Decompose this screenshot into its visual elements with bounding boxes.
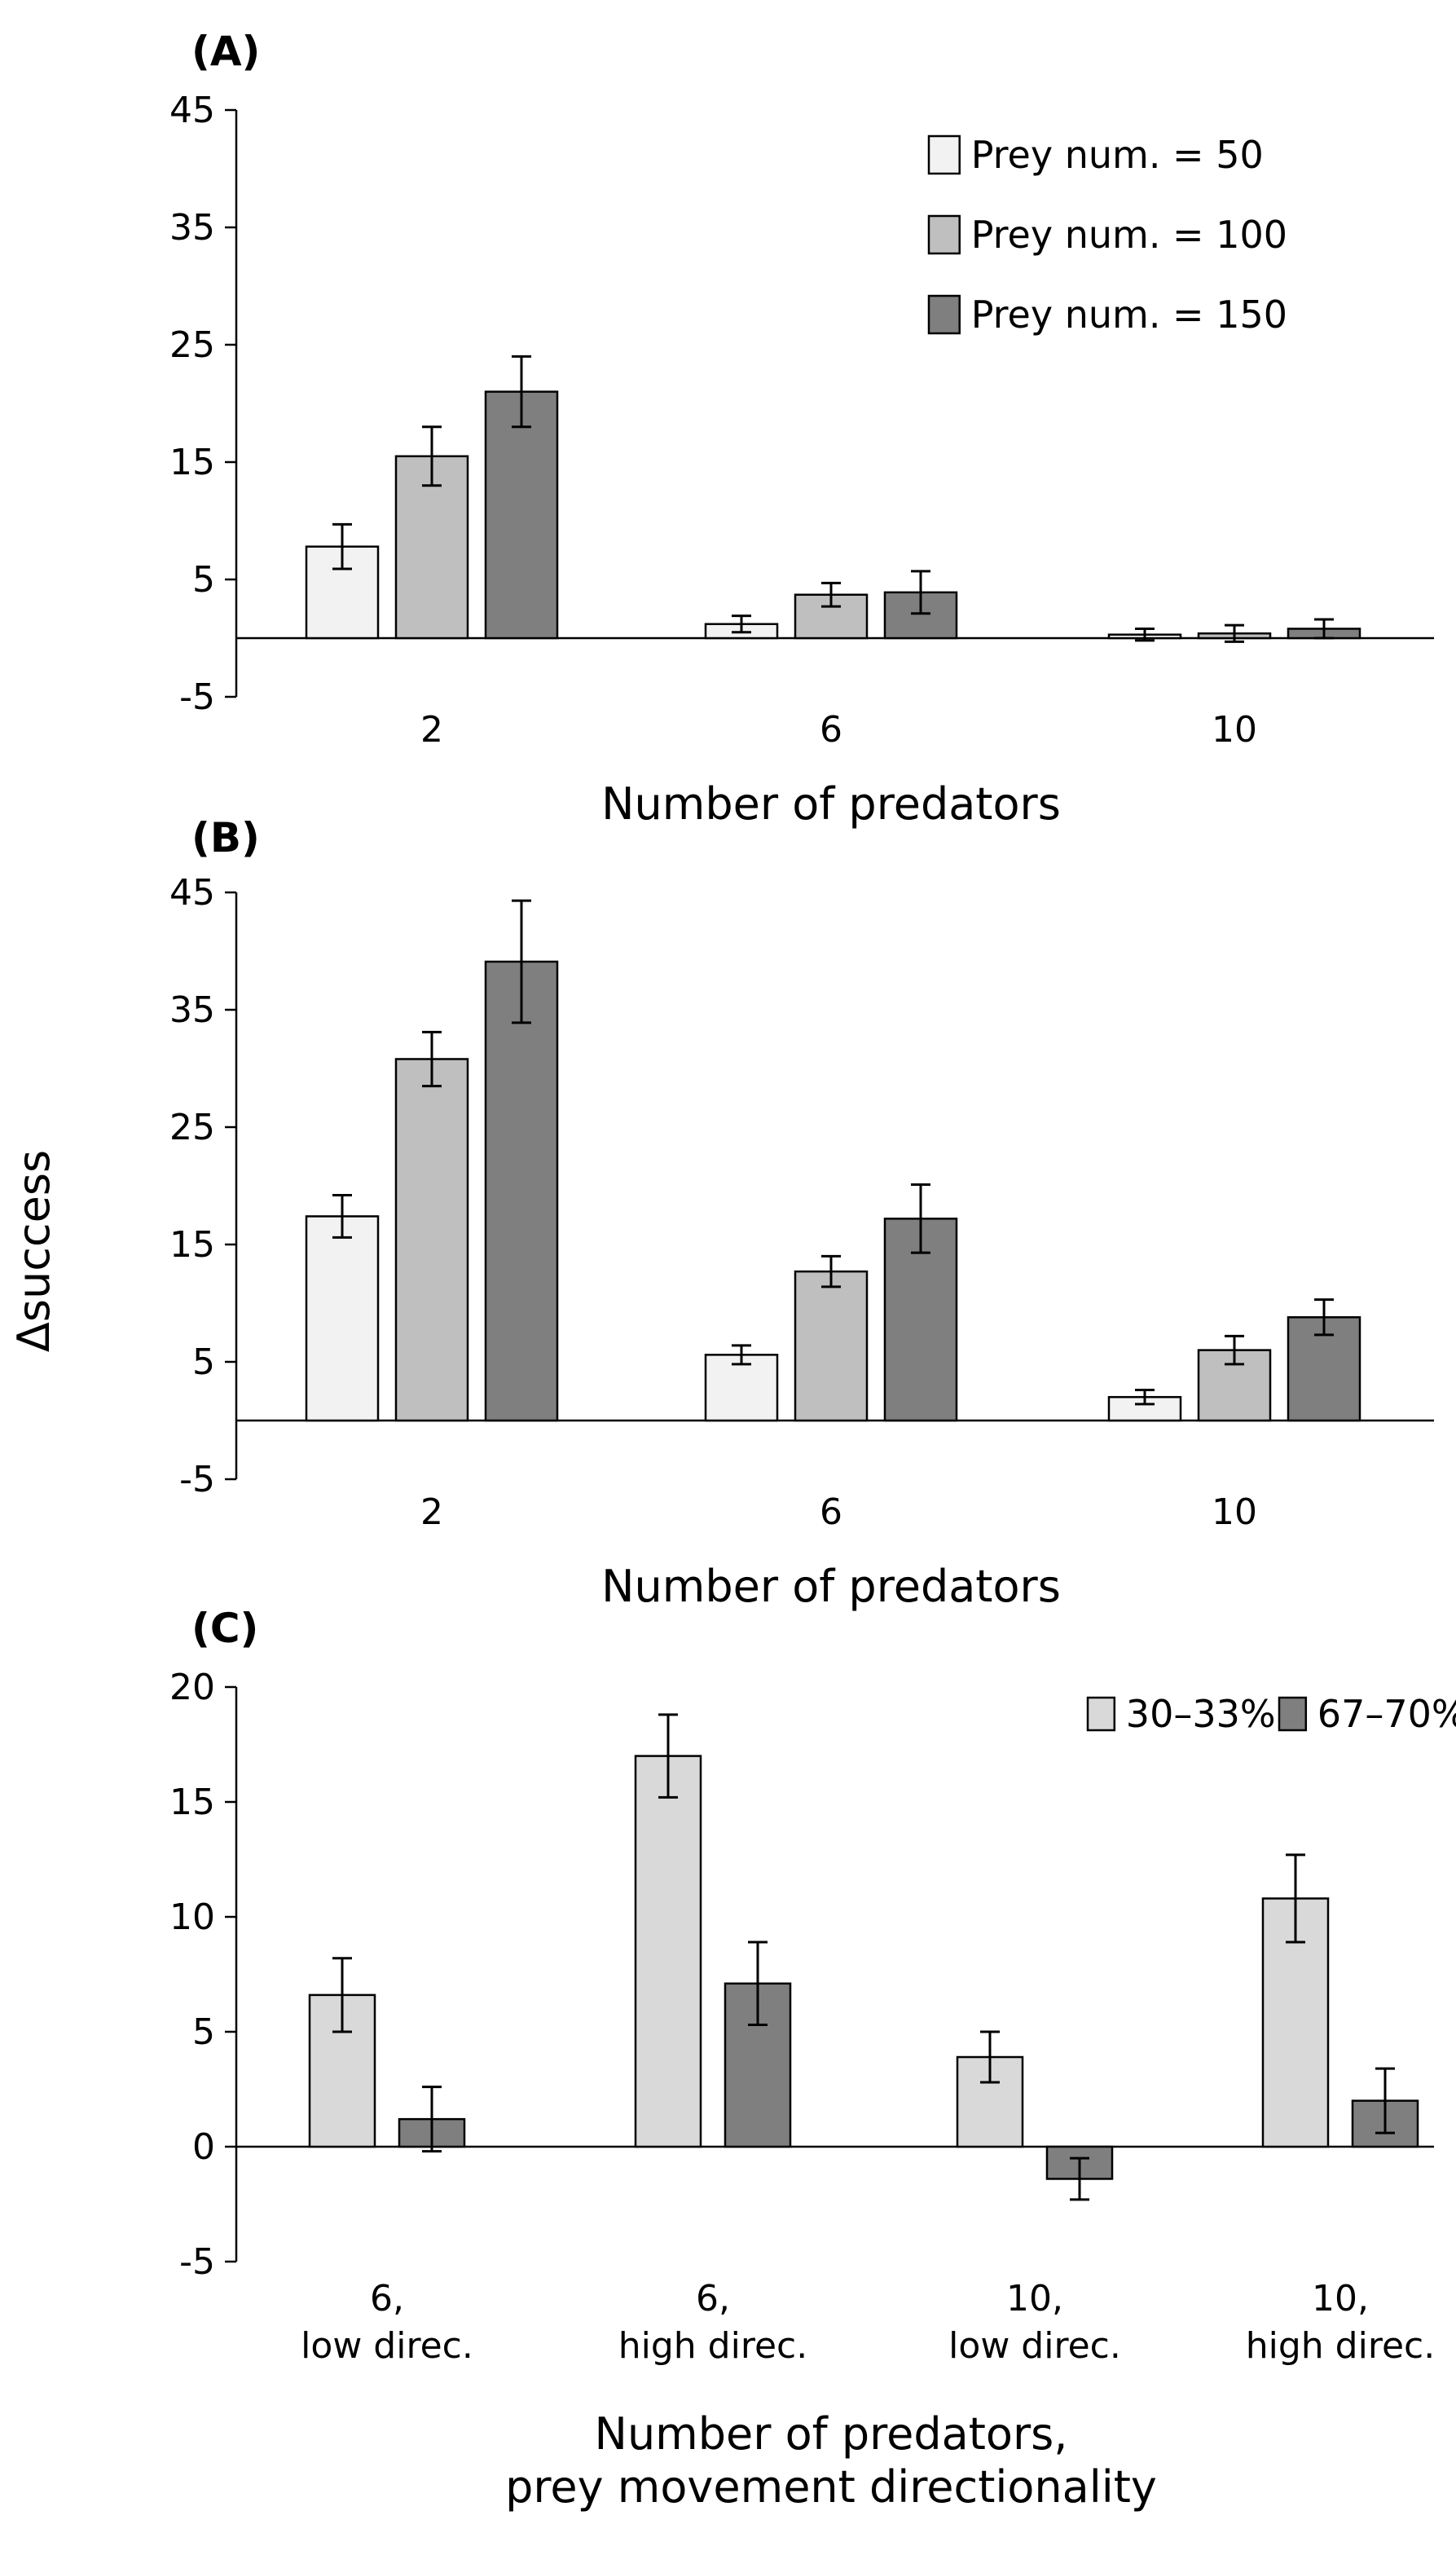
panel-label: (A) <box>191 28 260 75</box>
bar <box>634 1755 702 2148</box>
y-tick-label: 45 <box>169 872 215 914</box>
legend-swatch <box>927 134 961 175</box>
y-tick-label: -5 <box>179 1459 215 1500</box>
x-tick-label: low direc. <box>948 2325 1121 2367</box>
x-tick-label: 10 <box>1212 709 1257 751</box>
y-axis-title: Δsuccess <box>8 1150 59 1352</box>
x-tick-label: 2 <box>420 1491 443 1533</box>
panel-label: (B) <box>191 814 260 861</box>
panel-b: (B) -5 5 15 25 35 45 2 6 10 Number of predators <box>169 814 1434 1612</box>
x-tick-label: 10, <box>1312 2278 1369 2319</box>
y-tick-label: 15 <box>169 1782 215 1823</box>
panel-c: (C) -5 0 5 10 15 20 6, low direc. 6, high direc. 10… <box>169 1605 1456 2513</box>
legend-label: 30–33% <box>1126 1692 1276 1736</box>
x-tick-label: 6, <box>696 2278 730 2319</box>
x-tick-label: 6 <box>820 1491 842 1533</box>
bar <box>394 1058 469 1422</box>
y-tick-label: 35 <box>169 207 215 249</box>
panel-a: (A) -5 5 15 25 35 45 2 6 10 Number of predators Pre… <box>169 28 1434 830</box>
y-tick-label: 0 <box>192 2126 215 2168</box>
y-tick-label: 45 <box>169 90 215 131</box>
x-tick-label: 6, <box>370 2278 404 2319</box>
x-tick-label: high direc. <box>618 2325 807 2367</box>
y-tick-label: 5 <box>192 559 215 601</box>
bar <box>305 1215 380 1422</box>
y-tick-label: 10 <box>169 1896 215 1938</box>
x-axis-title: Number of predators, <box>595 2408 1068 2460</box>
panel-label: (C) <box>191 1605 258 1652</box>
legend-swatch <box>1086 1696 1116 1732</box>
bar <box>484 960 559 1422</box>
legend-swatch <box>927 214 961 255</box>
x-axis-title: Number of predators <box>601 778 1061 830</box>
x-tick-label: 2 <box>420 709 443 751</box>
legend-swatch <box>927 294 961 335</box>
y-tick-label: 15 <box>169 442 215 483</box>
bar <box>704 1354 779 1422</box>
legend-label: Prey num. = 100 <box>971 213 1287 257</box>
y-tick-label: 5 <box>192 2011 215 2053</box>
y-tick-label: 35 <box>169 989 215 1031</box>
legend-swatch <box>1278 1696 1308 1732</box>
y-tick-label: -5 <box>179 2241 215 2283</box>
y-tick-label: -5 <box>179 676 215 718</box>
x-axis-title: Number of predators <box>601 1561 1061 1612</box>
x-tick-label: 10 <box>1212 1491 1257 1533</box>
x-axis-title: prey movement directionality <box>505 2461 1157 2513</box>
x-tick-label: 6 <box>820 709 842 751</box>
legend-label: 67–70% <box>1317 1692 1456 1736</box>
bar <box>308 1993 376 2148</box>
y-tick-label: 15 <box>169 1224 215 1266</box>
legend-label: Prey num. = 50 <box>971 133 1264 177</box>
bar <box>484 390 559 640</box>
legend-label: Prey num. = 150 <box>971 293 1287 337</box>
y-tick-label: 20 <box>169 1667 215 1708</box>
y-tick-label: 5 <box>192 1341 215 1383</box>
x-tick-label: 10, <box>1006 2278 1063 2319</box>
x-tick-label: low direc. <box>301 2325 473 2367</box>
bar <box>794 1270 869 1422</box>
x-tick-label: high direc. <box>1246 2325 1435 2367</box>
y-tick-label: 25 <box>169 324 215 366</box>
y-tick-label: 25 <box>169 1107 215 1148</box>
